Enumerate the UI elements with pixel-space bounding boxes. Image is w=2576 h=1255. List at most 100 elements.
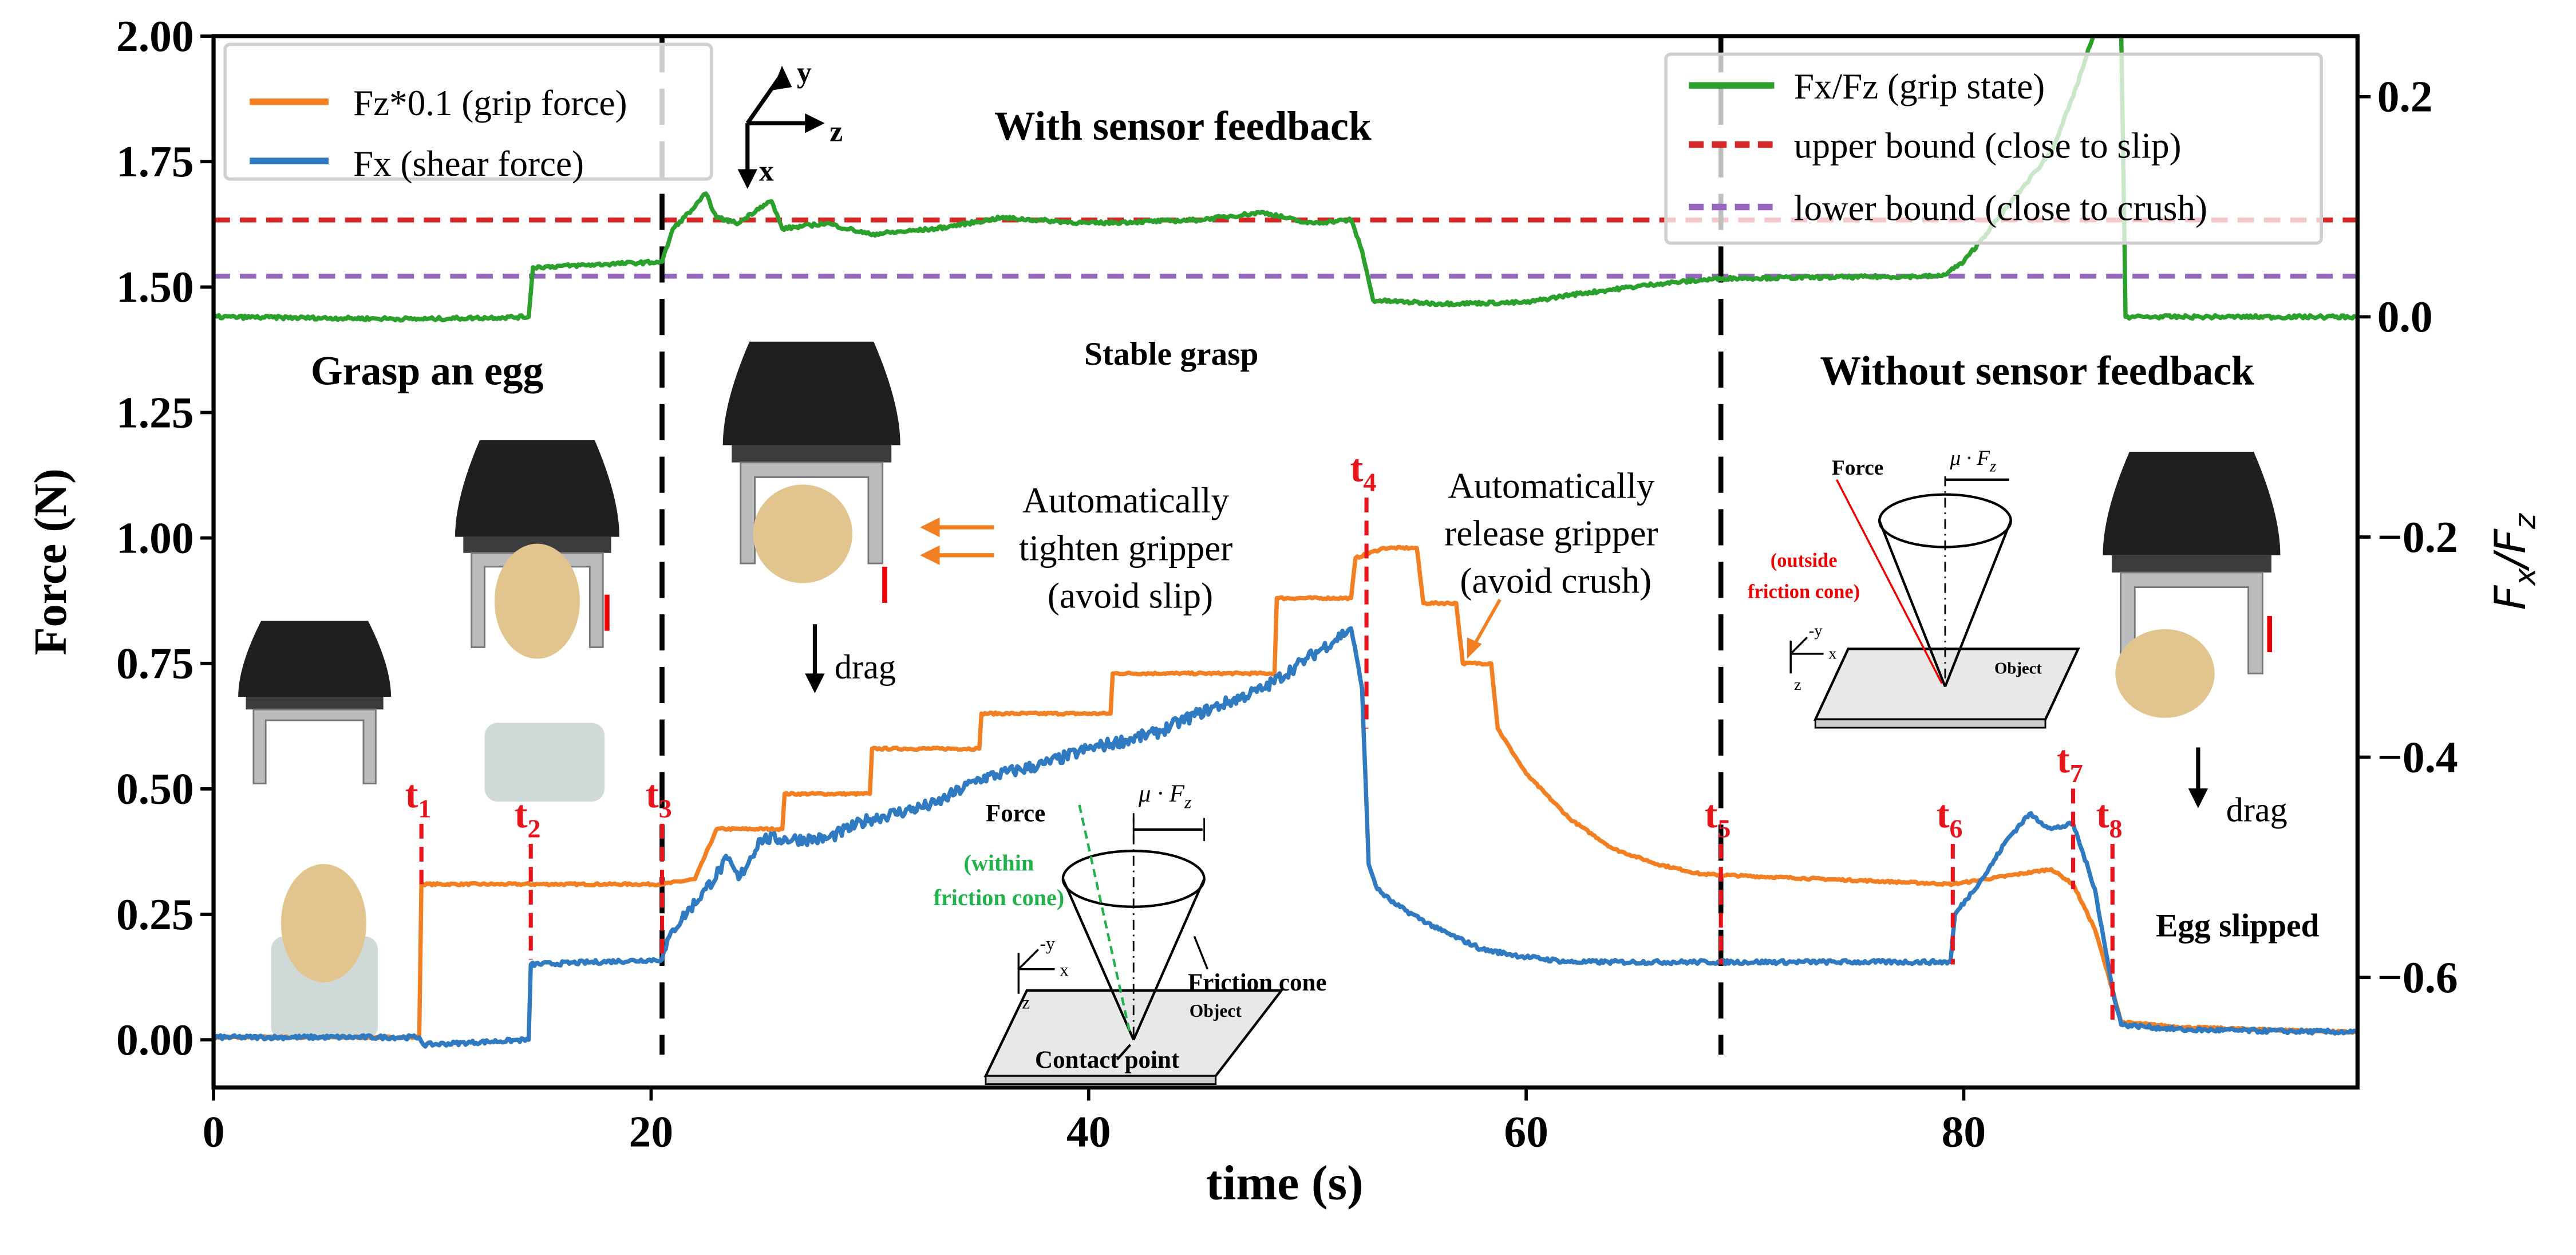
label-tighten: Automatically tighten gripper (avoid sli…	[1019, 480, 1242, 615]
x-axis-label: time (s)	[1206, 1155, 1364, 1210]
y-axis-label-left: Force (N)	[25, 468, 76, 655]
label-with-sensor-feedback: With sensor feedback	[994, 103, 1372, 149]
svg-text:μ · Fz: μ · Fz	[1950, 447, 1997, 475]
gripper-holding-egg-image	[455, 440, 619, 659]
gripper-open-image	[238, 621, 392, 784]
label-drag-right: drag	[2226, 791, 2287, 830]
slip-marker	[882, 566, 887, 603]
egg	[753, 484, 853, 583]
drag-arrowhead-icon	[805, 673, 825, 693]
gripper-stable-grasp-image	[722, 341, 900, 583]
legend-label-upper-bound: upper bound (close to slip)	[1794, 125, 2182, 165]
svg-text:Contact point: Contact point	[1035, 1047, 1180, 1074]
gripper-fingers	[252, 708, 377, 784]
y-tick-label-left: 0.75	[116, 639, 194, 688]
series-line-grip-force	[212, 544, 2358, 1041]
y-tick-label-left: 0.25	[116, 890, 194, 939]
y-tick-label-left: 2.00	[116, 11, 194, 61]
tighten-arrowhead-icon	[920, 517, 940, 538]
slip-marker	[2267, 615, 2273, 653]
coordinate-frame: y z x	[737, 56, 843, 189]
y-tick-label-right: −0.4	[2377, 732, 2458, 782]
plot-frame	[211, 34, 2360, 1090]
y-tick-label-right: 0.2	[2377, 72, 2433, 121]
gripper-slip-image	[2103, 452, 2281, 718]
label-egg-slipped: Egg slipped	[2156, 907, 2320, 944]
x-tick-label: 40	[1066, 1107, 1111, 1157]
gripper-base	[732, 445, 892, 463]
svg-text:z: z	[829, 116, 843, 148]
y-tick-label-right: 0.0	[2377, 292, 2433, 341]
event-marker-label-t6: t6	[1937, 792, 1963, 843]
event-marker-label-t5: t5	[1705, 792, 1731, 843]
y-tick-label-left: 1.75	[116, 137, 194, 186]
legend-label-grip-force: Fz*0.1 (grip force)	[353, 83, 627, 123]
release-arrowhead-icon	[1467, 637, 1482, 659]
y-tick-label-right: −0.2	[2377, 512, 2458, 562]
legend-right: Fx/Fz (grip state) upper bound (close to…	[1664, 52, 2324, 245]
event-marker-label-t3: t3	[646, 772, 672, 823]
release-arrow-icon	[1470, 598, 1502, 650]
gripper-body	[722, 341, 900, 445]
svg-text:Object: Object	[1994, 659, 2042, 677]
x-tick-label: 20	[629, 1107, 673, 1157]
label-drag-left: drag	[835, 648, 896, 686]
gripper-body	[455, 440, 619, 537]
gripper-base	[2111, 555, 2271, 573]
y-tick-label-left: 0.50	[116, 764, 194, 814]
svg-text:z: z	[1794, 676, 1801, 694]
svg-text:-y: -y	[1809, 621, 1823, 640]
svg-text:μ · Fz: μ · Fz	[1138, 780, 1191, 812]
event-marker-label-t1: t1	[405, 772, 431, 823]
label-grasp-an-egg: Grasp an egg	[311, 348, 544, 393]
svg-text:y: y	[797, 56, 812, 89]
label-stable-grasp: Stable grasp	[1084, 336, 1258, 372]
friction-cone-diagram-outside: Force μ · Fz (outside friction cone) Obje…	[1748, 447, 2080, 729]
series-line-shear-force	[213, 626, 2359, 1049]
svg-text:Object: Object	[1190, 1001, 1242, 1021]
legend-left: Fz*0.1 (grip force) Fx (shear force)	[223, 42, 713, 184]
svg-text:x: x	[1060, 960, 1069, 980]
egg	[494, 543, 580, 659]
x-tick-label: 0	[203, 1107, 225, 1157]
bottle-image-2	[484, 723, 605, 802]
tighten-arrowhead-icon	[920, 545, 940, 565]
gripper-body	[238, 621, 392, 697]
egg	[2115, 629, 2215, 718]
x-tick-label: 60	[1504, 1107, 1548, 1157]
svg-text:Friction cone: Friction cone	[1188, 969, 1327, 996]
label-release: Automatically release gripper (avoid cru…	[1444, 465, 1667, 601]
legend-label-shear-force: Fx (shear force)	[353, 144, 584, 184]
gripper-body	[2103, 452, 2281, 555]
svg-text:Force: Force	[1832, 456, 1883, 480]
illustrations	[238, 341, 2281, 1040]
svg-text:Force: Force	[986, 800, 1045, 827]
axes: 0 20 40 60 80 0.00 0.25 0.50 0.75 1.00 1.25 1.50 1.7…	[116, 11, 2458, 1157]
gripper-fingers	[740, 461, 884, 565]
y-axis-label-right: Fx/Fz	[2486, 512, 2542, 610]
event-marker-label-t8: t8	[2096, 792, 2123, 843]
svg-text:x: x	[759, 155, 774, 188]
event-marker-label-t7: t7	[2057, 737, 2083, 788]
friction-cone-diagram-within: Force μ · Fz (within friction cone) Frict…	[934, 780, 1327, 1086]
egg-on-bottle	[280, 864, 366, 982]
y-tick-label-left: 1.00	[116, 513, 194, 562]
event-marker-label-t2: t2	[515, 792, 541, 843]
svg-text:x: x	[1828, 645, 1836, 663]
svg-text:z: z	[1022, 993, 1030, 1013]
legend-label-grip-state: Fx/Fz (grip state)	[1794, 66, 2045, 106]
svg-text:-y: -y	[1040, 933, 1056, 953]
legend-label-lower-bound: lower bound (close to crush)	[1794, 188, 2207, 228]
drag-arrowhead-icon	[2188, 788, 2208, 808]
gripper-fingers	[471, 552, 604, 648]
y-tick-label-left: 1.25	[116, 388, 194, 437]
event-marker-label-t4: t4	[1350, 446, 1376, 496]
gripper-base	[246, 697, 384, 710]
y-tick-label-left: 0.00	[116, 1015, 194, 1064]
y-tick-label-left: 1.50	[116, 262, 194, 311]
y-tick-label-right: −0.6	[2377, 953, 2458, 1002]
x-tick-label: 80	[1942, 1107, 1986, 1157]
